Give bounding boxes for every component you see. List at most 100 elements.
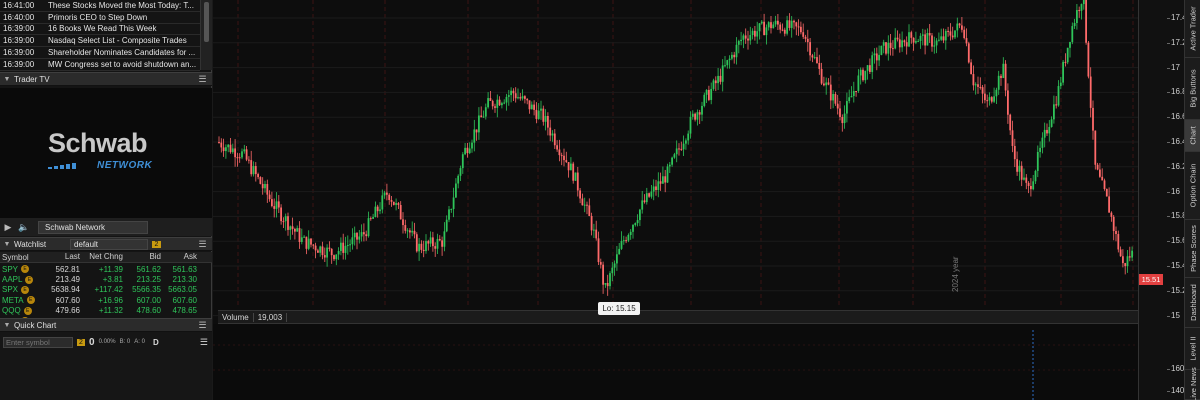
- side-tab[interactable]: Active Trader: [1185, 0, 1200, 58]
- trader-tv-header[interactable]: ▼ Trader TV ☰: [0, 72, 212, 86]
- side-tab[interactable]: Dashboard: [1185, 278, 1200, 328]
- col-ask[interactable]: Ask: [183, 252, 197, 261]
- candle-body: [742, 35, 745, 40]
- aggregation-d[interactable]: D: [152, 337, 159, 347]
- symbol-input[interactable]: [3, 336, 73, 348]
- candle-body: [480, 115, 483, 118]
- play-icon[interactable]: ▶: [4, 221, 12, 232]
- news-item[interactable]: 16:39:00 Nasdaq Select List - Composite T…: [0, 35, 200, 48]
- side-tab[interactable]: Live News: [1185, 367, 1200, 400]
- collapse-caret-icon[interactable]: ▼: [3, 75, 11, 83]
- symbol-cell[interactable]: META E: [0, 296, 42, 305]
- price-axis[interactable]: 17.4 17.2 17 16.8 16.6 16.4 16.2 16 15.8 15.6 15.4…: [1138, 0, 1187, 400]
- watchlist-row[interactable]: SPY E 562.81 +11.39 561.62 561.63: [0, 264, 212, 274]
- candle-body: [455, 183, 457, 198]
- candle-body: [409, 230, 411, 233]
- candlestick-chart[interactable]: 2024 year: [213, 0, 1138, 400]
- news-scrollbar[interactable]: [200, 0, 212, 70]
- side-tab[interactable]: Option Chain: [1185, 152, 1200, 220]
- volume-icon[interactable]: 🔈: [18, 221, 30, 232]
- symbol-cell[interactable]: QQQ E: [0, 306, 42, 315]
- candle-body: [376, 206, 379, 212]
- candle-body: [254, 166, 257, 175]
- collapse-caret-icon[interactable]: ▼: [3, 240, 11, 248]
- candle-body: [517, 97, 519, 99]
- candle-body: [271, 199, 273, 207]
- candle-body: [526, 98, 529, 101]
- side-tab[interactable]: Big Buttons: [1185, 58, 1200, 120]
- candle-body: [963, 29, 966, 39]
- watchlist-name-select[interactable]: default: [70, 238, 148, 250]
- channel-select[interactable]: Schwab Network: [38, 220, 148, 234]
- col-last[interactable]: Last: [64, 252, 80, 261]
- symbol-cell[interactable]: SPX E: [0, 285, 42, 294]
- watchlist-header[interactable]: ▼ Watchlist default 2 ☰: [0, 237, 212, 251]
- news-item[interactable]: 16:41:00 These Stocks Moved the Most Toda…: [0, 0, 200, 12]
- collapse-caret-icon[interactable]: ▼: [3, 321, 11, 329]
- side-tab[interactable]: Phase Scores: [1185, 220, 1200, 278]
- candle-body: [806, 38, 809, 43]
- news-item[interactable]: 16:40:00 Primoris CEO to Step Down: [0, 12, 200, 24]
- price-chart[interactable]: 2024 year: [213, 0, 1138, 400]
- news-scroll-thumb[interactable]: [204, 2, 209, 42]
- candle-body: [967, 43, 970, 63]
- volume-tick: 140: [1166, 386, 1185, 395]
- candle-body: [227, 144, 230, 148]
- quick-chart-header[interactable]: ▼ Quick Chart ☰: [0, 318, 212, 332]
- candle-body: [1105, 189, 1108, 197]
- menu-icon[interactable]: ☰: [199, 336, 208, 347]
- candle-body: [218, 142, 220, 143]
- col-bid[interactable]: Bid: [149, 252, 161, 261]
- watchlist-row[interactable]: QQQ E 479.66 +11.32 478.60 478.65: [0, 306, 212, 316]
- news-headline: Nasdaq Select List - Composite Trades: [48, 36, 187, 46]
- candle-body: [514, 93, 517, 99]
- candle-body: [1043, 129, 1046, 138]
- watchlist-row[interactable]: AAPL E 213.49 +3.81 213.25 213.30: [0, 274, 212, 284]
- menu-icon[interactable]: ☰: [198, 320, 207, 330]
- menu-icon[interactable]: ☰: [198, 74, 207, 84]
- candle-body: [770, 22, 772, 29]
- candle-body: [441, 240, 443, 247]
- candle-body: [275, 201, 278, 209]
- col-symbol[interactable]: Symbol: [2, 252, 29, 262]
- news-item[interactable]: 16:39:00 Shareholder Nominates Candidates…: [0, 47, 200, 59]
- menu-icon[interactable]: ☰: [198, 239, 207, 249]
- symbol-cell[interactable]: SPY E: [0, 265, 42, 274]
- candle-body: [448, 209, 450, 220]
- candle-body: [855, 91, 857, 93]
- last-cell: 213.49: [55, 275, 80, 285]
- candle-body: [537, 110, 540, 119]
- candle-body: [823, 83, 825, 86]
- symbol-cell[interactable]: AAPL E: [0, 275, 42, 284]
- candle-body: [1124, 263, 1127, 267]
- candle-body: [296, 228, 299, 232]
- link-badge-icon[interactable]: 2: [152, 240, 161, 248]
- candle-body: [726, 60, 729, 66]
- candle-body: [521, 96, 524, 99]
- candle-body: [298, 228, 301, 243]
- watchlist-row[interactable]: META E 607.60 +16.96 607.00 607.60: [0, 295, 212, 305]
- watchlist-row[interactable]: SPX E 5638.94 +117.42 5566.35 5663.05: [0, 285, 212, 295]
- col-net-chng[interactable]: Net Chng: [89, 252, 123, 261]
- candle-body: [956, 23, 959, 31]
- side-tab[interactable]: Level II: [1185, 328, 1200, 370]
- candle-body: [974, 84, 977, 86]
- candle-body: [756, 31, 759, 37]
- price-tick: 15.8: [1167, 211, 1187, 221]
- candle-body: [257, 174, 259, 178]
- news-headline: 16 Books We Read This Week: [48, 24, 157, 34]
- trader-tv-video[interactable]: Schwab NETWORK: [0, 88, 212, 218]
- candle-body: [659, 181, 662, 184]
- news-item[interactable]: 16:39:00 MW Congress set to avoid shutdow…: [0, 59, 200, 71]
- news-item[interactable]: 16:39:00 16 Books We Read This Week: [0, 24, 200, 36]
- candle-body: [1080, 4, 1083, 11]
- watchlist-column-headers: Symbol Last Net Chng Bid Ask: [0, 252, 212, 263]
- candle-body: [487, 98, 489, 108]
- side-tab[interactable]: Chart: [1185, 120, 1200, 152]
- candle-body: [1099, 169, 1101, 177]
- link-badge-icon[interactable]: 2: [77, 338, 85, 346]
- candle-body: [947, 30, 949, 32]
- candle-body: [839, 108, 841, 117]
- low-price-bubble: Lo: 15.15: [598, 302, 640, 315]
- candle-body: [905, 42, 908, 47]
